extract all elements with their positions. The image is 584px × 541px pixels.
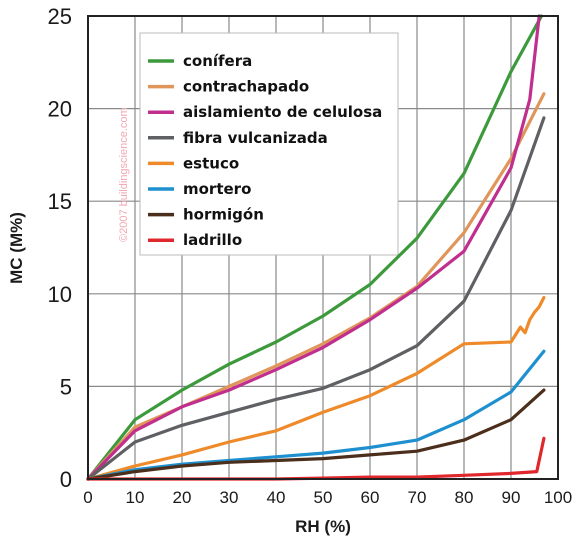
y-tick-label: 15 [48, 189, 72, 214]
x-tick-label: 40 [267, 488, 286, 507]
series-line [86, 14, 544, 481]
series-line [86, 295, 546, 481]
y-tick-label: 10 [48, 282, 72, 307]
legend-label: hormigón [183, 206, 264, 224]
legend-label: aislamiento de celulosa [183, 103, 382, 121]
x-tick-label: 100 [544, 488, 572, 507]
x-tick-label: 60 [361, 488, 380, 507]
x-axis-label: RH (%) [295, 517, 351, 536]
legend-label: conífera [183, 52, 252, 70]
y-tick-label: 0 [60, 467, 72, 492]
y-tick-label: 25 [48, 4, 72, 29]
legend-label: ladrillo [183, 231, 242, 249]
watermark: ©2007 buildingscience.com [118, 107, 130, 242]
x-tick-label: 0 [83, 488, 92, 507]
legend: conífera contrachapado aislamiento de celu… [139, 32, 399, 256]
legend-label: mortero [183, 180, 251, 198]
x-tick-label: 50 [314, 488, 333, 507]
legend-box [139, 32, 399, 256]
y-tick-label: 20 [48, 97, 72, 122]
y-tick-label: 5 [60, 374, 72, 399]
x-tick-label: 10 [126, 488, 145, 507]
plot-frame [87, 15, 559, 480]
x-tick-label: 80 [455, 488, 474, 507]
series-line [86, 388, 546, 481]
legend-label: fibra vulcanizada [183, 129, 328, 147]
legend-label: contrachapado [183, 78, 309, 96]
x-tick-label: 30 [220, 488, 239, 507]
series-line [86, 349, 546, 481]
y-axis-label: MC (M%) [7, 212, 26, 284]
x-tick-label: 20 [173, 488, 192, 507]
x-tick-label: 70 [408, 488, 427, 507]
series-line [86, 14, 541, 481]
tick-labels: 0 10 20 30 40 50 60 70 80 90 100 0 5 10 15 20 25 [48, 4, 573, 507]
legend-label: estuco [183, 154, 239, 172]
x-tick-label: 90 [502, 488, 521, 507]
series-line [86, 116, 546, 481]
